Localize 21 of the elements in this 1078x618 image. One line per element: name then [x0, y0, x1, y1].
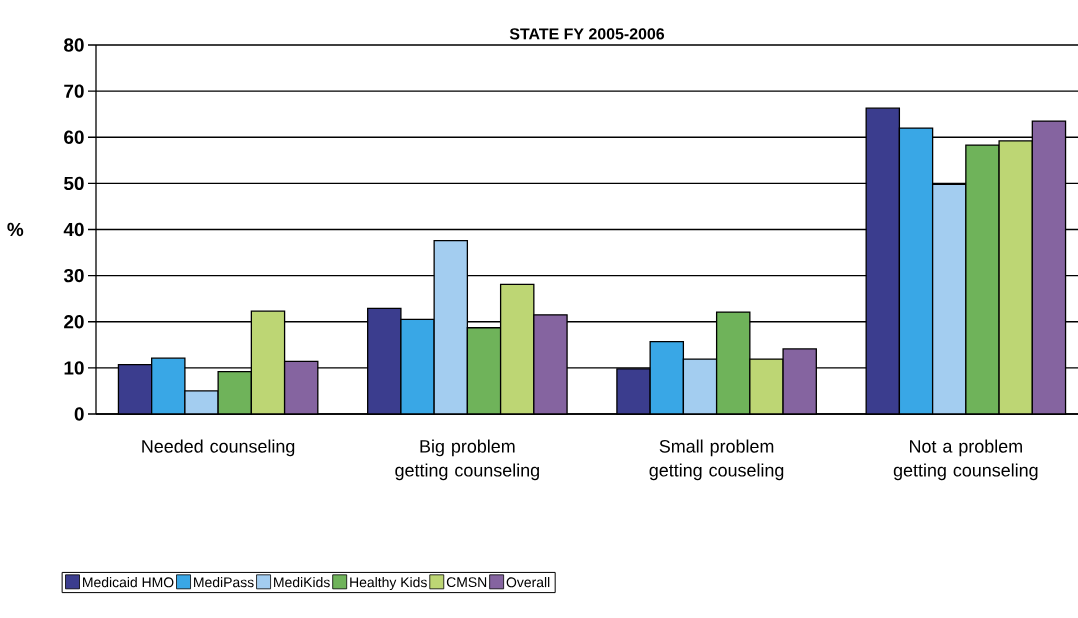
y-tick-label: 30	[63, 268, 84, 283]
legend-label: Healthy Kids	[350, 577, 427, 591]
y-axis-title: %	[7, 222, 24, 237]
x-tick-label: Not a problem getting counseling	[893, 439, 1038, 481]
y-tick-label: 70	[64, 84, 84, 98]
x-tick-label: Big problem getting counseling	[395, 439, 539, 481]
y-tick-label: 50	[64, 176, 84, 191]
x-tick-label: Small problem getting couseling	[649, 439, 784, 481]
y-tick-label: 40	[63, 222, 84, 237]
legend-label: Medicaid HMO	[83, 577, 174, 588]
y-tick-label: 60	[64, 130, 84, 144]
legend-label: CMSN	[446, 577, 487, 588]
y-tick-label: 0	[74, 407, 84, 421]
chart-title: STATE FY 2005-2006	[509, 28, 665, 40]
legend-label: MediKids	[274, 577, 330, 588]
y-tick-label: 10	[64, 361, 84, 375]
legend-label: MediPass	[194, 577, 254, 588]
legend-label: Overall	[506, 577, 550, 588]
y-tick-label: 20	[64, 315, 84, 329]
y-tick-label: 80	[64, 38, 84, 52]
x-tick-label: Needed counseling	[142, 439, 295, 457]
